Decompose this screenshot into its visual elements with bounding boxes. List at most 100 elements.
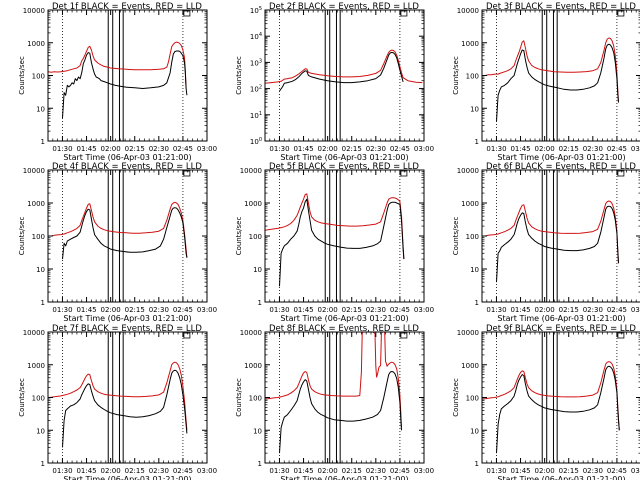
x-tick-label: 02:30 — [366, 306, 386, 314]
chart-panel-3: 1 10 100 1000 10000 01:30 01:45 02:00 02:15 02:30… — [452, 2, 640, 162]
y-axis-label: Counts/sec — [452, 378, 460, 417]
x-tick-label: 03:00 — [414, 145, 434, 153]
y-axis-label: Counts/sec — [235, 56, 243, 95]
x-tick-label: 02:45 — [607, 467, 627, 475]
chart-panel-8: 1 10 100 1000 10000 01:30 01:45 02:00 02:15 02:30… — [235, 324, 434, 480]
y-tick-label: 1 — [41, 299, 45, 307]
x-tick-label: 02:15 — [559, 467, 579, 475]
x-tick-label: 01:30 — [486, 145, 506, 153]
chart-panel-5: 1 10 100 1000 10000 01:30 01:45 02:00 02:15 02:30… — [235, 162, 434, 323]
series-lld-line — [265, 49, 423, 84]
y-tick-label: 10000 — [240, 329, 262, 337]
x-tick-label: 02:15 — [125, 145, 145, 153]
y-tick-label: 100 — [466, 73, 479, 81]
series-events-line — [496, 205, 619, 283]
x-axis-label: Start Time (06-Apr-03 01:21:00) — [63, 475, 191, 480]
x-axis-label: Start Time (06-Apr-03 01:21:00) — [280, 475, 408, 480]
x-tick-label: 03:00 — [631, 467, 640, 475]
series-lld-line — [265, 332, 402, 428]
state-marker-box — [617, 332, 625, 339]
x-tick-label: 02:30 — [366, 145, 386, 153]
y-tick-label: 10 — [470, 105, 479, 113]
y-tick-label-base: 10 — [250, 7, 259, 15]
y-axis-label: Counts/sec — [452, 56, 460, 95]
series-lld-line — [482, 200, 619, 264]
x-tick-label: 02:30 — [366, 467, 386, 475]
x-tick-label: 02:00 — [535, 467, 555, 475]
x-tick-label: 02:00 — [101, 145, 121, 153]
y-tick-label-exponent: 0 — [259, 137, 262, 143]
y-tick-label: 1 — [258, 299, 262, 307]
y-tick-label-base: 10 — [250, 86, 259, 94]
panel-title: Det 4f BLACK = Events, RED = LLD — [52, 162, 202, 172]
y-tick-label-exponent: 1 — [259, 111, 262, 117]
series-events-line — [62, 50, 188, 119]
y-tick-label: 100 — [32, 395, 45, 403]
x-tick-label: 02:15 — [559, 145, 579, 153]
chart-panel-4: 1 10 100 1000 10000 01:30 01:45 02:00 02:15 02:30… — [18, 162, 217, 323]
y-tick-label: 105 — [250, 6, 262, 15]
x-tick-label: 03:00 — [197, 306, 217, 314]
x-tick-label: 02:15 — [342, 467, 362, 475]
y-tick-label: 10 — [470, 427, 479, 435]
y-tick-label: 1 — [258, 460, 262, 468]
state-marker-box — [183, 10, 191, 17]
x-tick-label: 01:30 — [52, 145, 72, 153]
series-events-line — [279, 371, 402, 454]
panel-title: Det 8f BLACK = Events, RED = LLD — [269, 324, 419, 334]
x-tick-label: 02:00 — [535, 145, 555, 153]
x-tick-label: 03:00 — [197, 145, 217, 153]
x-tick-label: 02:30 — [149, 467, 169, 475]
y-axis-label: Counts/sec — [18, 56, 26, 95]
y-tick-label: 100 — [249, 233, 262, 241]
x-tick-label: 02:45 — [390, 467, 410, 475]
x-tick-label: 01:30 — [486, 467, 506, 475]
x-axis-label: Start Time (06-Apr-03 01:21:00) — [497, 314, 625, 323]
x-tick-label: 02:30 — [149, 306, 169, 314]
y-axis-label: Counts/sec — [18, 378, 26, 417]
x-tick-label: 01:45 — [76, 145, 96, 153]
y-tick-label: 1 — [41, 138, 45, 146]
x-tick-label: 01:30 — [269, 467, 289, 475]
x-tick-label: 02:15 — [125, 306, 145, 314]
x-axis-label: Start Time (06-Apr-03 01:21:00) — [63, 153, 191, 162]
y-tick-label: 1 — [475, 460, 479, 468]
y-tick-label: 10 — [470, 266, 479, 274]
y-axis-label: Counts/sec — [18, 217, 26, 256]
y-tick-label: 10000 — [457, 7, 479, 15]
y-tick-label: 10000 — [240, 167, 262, 175]
series-events-line — [496, 365, 620, 454]
y-tick-label: 100 — [466, 395, 479, 403]
series-lld-line — [48, 201, 188, 258]
x-tick-label: 02:30 — [583, 306, 603, 314]
y-tick-label: 100 — [250, 137, 262, 146]
chart-panel-7: 1 10 100 1000 10000 01:30 01:45 02:00 02:15 02:30… — [18, 324, 217, 480]
x-tick-label: 02:45 — [607, 145, 627, 153]
y-tick-label: 10000 — [457, 167, 479, 175]
y-tick-label: 1000 — [244, 362, 262, 370]
y-tick-label: 10 — [36, 427, 45, 435]
chart-panel-1: 1 10 100 1000 10000 01:30 01:45 02:00 02:15 02:30… — [18, 2, 217, 162]
y-tick-label: 1000 — [27, 200, 45, 208]
y-tick-label: 1000 — [27, 362, 45, 370]
x-tick-label: 01:30 — [52, 467, 72, 475]
state-marker-box — [400, 170, 408, 177]
series-lld-line — [482, 37, 619, 103]
x-tick-label: 03:00 — [631, 145, 640, 153]
series-events-line — [279, 198, 405, 287]
x-tick-label: 01:45 — [293, 145, 313, 153]
y-tick-label: 102 — [250, 85, 262, 94]
series-lld-line — [48, 361, 188, 431]
panel-title: Det 2f BLACK = Events, RED = LLD — [269, 2, 419, 12]
y-tick-label-exponent: 3 — [259, 58, 262, 64]
x-tick-label: 02:30 — [583, 467, 603, 475]
y-tick-label: 1 — [475, 138, 479, 146]
y-tick-label: 100 — [32, 233, 45, 241]
x-axis-label: Start Time (06-Apr-03 01:21:00) — [497, 475, 625, 480]
panel-title: Det 7f BLACK = Events, RED = LLD — [52, 324, 202, 334]
y-tick-label: 103 — [250, 58, 262, 67]
series-events-line — [62, 207, 188, 260]
